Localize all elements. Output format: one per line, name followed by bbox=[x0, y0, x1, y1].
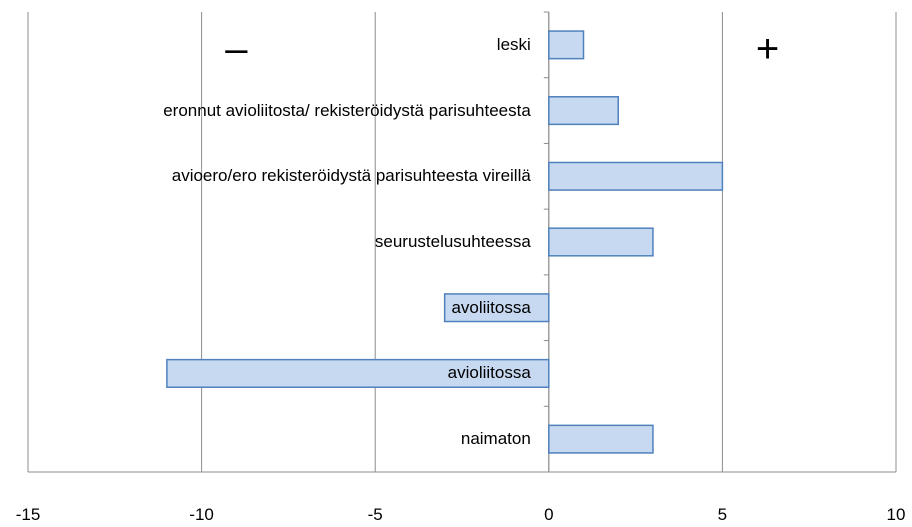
category-label: naimaton bbox=[460, 429, 531, 449]
annotation: + bbox=[756, 27, 779, 71]
x-tick-label: 0 bbox=[544, 505, 553, 524]
x-tick-label: 5 bbox=[718, 505, 727, 524]
x-tick-label: 10 bbox=[887, 505, 906, 524]
bar bbox=[548, 424, 654, 454]
category-label: avoliitossa bbox=[451, 297, 531, 317]
bar bbox=[548, 161, 724, 191]
category-label: avioero/ero rekisteröidystä parisuhteest… bbox=[171, 166, 531, 186]
bar bbox=[548, 96, 619, 126]
annotation: – bbox=[225, 27, 248, 71]
bar bbox=[548, 30, 585, 60]
x-tick-label: -10 bbox=[189, 505, 214, 524]
bar bbox=[166, 358, 550, 388]
bar bbox=[548, 227, 654, 257]
category-label: avioliitossa bbox=[447, 363, 531, 383]
bar bbox=[443, 293, 550, 323]
x-tick-label: -5 bbox=[368, 505, 383, 524]
x-tick-label: -15 bbox=[16, 505, 41, 524]
category-label: seurustelusuhteessa bbox=[374, 232, 531, 251]
category-label: eronnut avioliitosta/ rekisteröidystä pa… bbox=[163, 100, 531, 120]
category-label: leski bbox=[496, 34, 531, 54]
